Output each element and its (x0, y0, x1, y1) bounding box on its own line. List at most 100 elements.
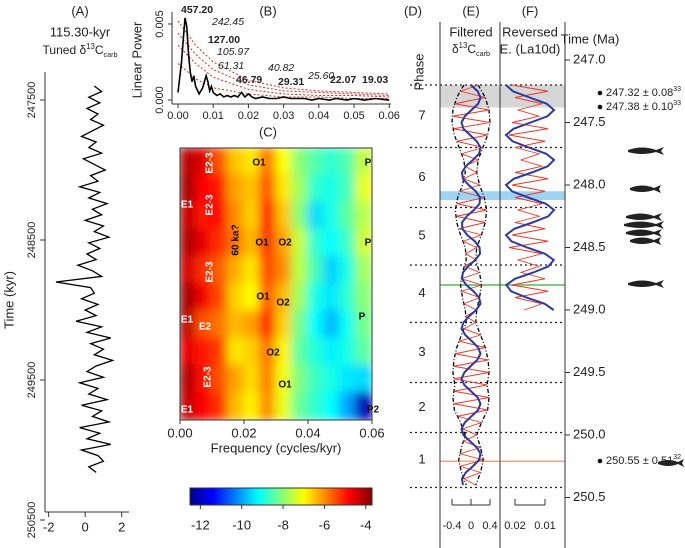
formula-sub: carb (103, 50, 117, 59)
panel-title: (D) (404, 3, 422, 18)
heat-cell (275, 391, 293, 420)
x-tick-label: 0.01 (534, 520, 555, 532)
y-tick-label: 249.5 (573, 364, 606, 379)
heat-cell (307, 283, 325, 313)
y-tick-label: 247.5 (573, 114, 606, 129)
fossils (624, 147, 684, 467)
y-tick-label: 250.0 (573, 426, 606, 441)
heat-cell (211, 310, 229, 340)
heat-cell (180, 337, 197, 367)
heat-cell (307, 174, 325, 204)
date-ref: 32 (673, 454, 681, 461)
peak-label: 29.31 (278, 76, 304, 88)
heat-cell (291, 174, 309, 204)
y-tick-label: 248.5 (573, 239, 606, 254)
heat-cell (211, 364, 229, 394)
filtered-line (460, 84, 482, 486)
formula-part: C (95, 43, 104, 57)
panel-title: (C) (259, 124, 277, 139)
x-tick-label: 0.00 (167, 425, 192, 440)
fossil-icon (626, 213, 662, 221)
y-tick-label: 250500 (26, 502, 38, 539)
heat-cell (275, 364, 293, 394)
heat-cell (291, 391, 309, 420)
peak-label: 40.82 (268, 62, 294, 74)
x-tick-label: 0.05 (343, 110, 364, 122)
heat-cell (275, 283, 293, 313)
heat-cell (243, 337, 261, 367)
spectrum-line (177, 17, 390, 101)
formula-label: Tuned δ13Ccarb (43, 42, 118, 60)
heat-cell (339, 391, 357, 420)
heatmap-label: E2-3 (203, 366, 214, 388)
heat-cell (259, 310, 277, 340)
heat-cell (307, 337, 325, 367)
heat-cell (259, 391, 277, 420)
heat-cell (355, 255, 372, 285)
x-tick-label: 0 (82, 519, 89, 534)
heatmap (180, 148, 372, 420)
x-tick-label: -2 (43, 519, 55, 534)
filtered-line (452, 84, 491, 486)
heat-cell (195, 391, 213, 420)
heat-cell (355, 391, 372, 420)
heat-cell (307, 148, 325, 177)
heat-cell (195, 201, 213, 231)
heat-cell (180, 201, 197, 231)
x-axis-label: Frequency (cycles/kyr) (211, 440, 342, 455)
phase-label: 3 (418, 344, 425, 359)
heatmap-label: O1 (255, 238, 269, 249)
heatmap-label: O1 (252, 158, 266, 169)
heat-cell (323, 148, 341, 177)
highlight-band (440, 191, 565, 200)
filtered-line (504, 84, 556, 311)
peak-label: 127.00 (208, 34, 240, 46)
date-dot (597, 104, 603, 110)
peak-label: 19.03 (362, 74, 388, 86)
y-axis-label: Time (kyr) (1, 271, 16, 329)
peak-label: 25.60 (307, 70, 334, 82)
heat-cell (339, 283, 357, 313)
x-tick-label: 0.02 (231, 425, 256, 440)
formula-part: Tuned δ (43, 43, 87, 57)
heat-cell (355, 364, 372, 394)
column-label: E. (La10d) (500, 41, 561, 56)
peak-label: 457.20 (181, 4, 213, 16)
heat-cell (180, 148, 197, 177)
y-axis-label: Phase (411, 54, 426, 91)
heat-cell (259, 201, 277, 231)
peak-label: 61.31 (218, 60, 244, 72)
fossil-icon (628, 280, 664, 288)
heat-cell (355, 174, 372, 204)
x-tick-label: 0.01 (202, 110, 223, 122)
heat-cell (211, 174, 229, 204)
subtitle: 115.30-kyr (50, 24, 111, 39)
heatmap-label: O1 (256, 292, 270, 303)
heatmap-label: P (365, 158, 372, 169)
phase-label: 5 (418, 228, 425, 243)
heat-cell (291, 283, 309, 313)
heat-cell (259, 228, 277, 258)
y-tick-label: 247500 (26, 82, 38, 119)
heat-cell (339, 148, 357, 177)
heatmap-label: E2-3 (205, 152, 216, 174)
date-ref: 33 (673, 100, 681, 107)
fossil-icon (630, 237, 661, 245)
heat-cell (195, 337, 213, 367)
heat-cell (323, 391, 341, 420)
heat-cell (291, 201, 309, 231)
peak-label: 46.79 (236, 74, 262, 86)
heat-cell (307, 201, 325, 231)
colorbar-tick-label: -10 (232, 517, 251, 532)
heat-cell (195, 310, 213, 340)
date-ref: 33 (673, 86, 681, 93)
heat-cell (180, 228, 197, 258)
heat-cell (339, 201, 357, 231)
heat-cell (227, 148, 245, 177)
heat-cell (259, 174, 277, 204)
heat-cell (291, 337, 309, 367)
heat-cell (243, 283, 261, 313)
heat-cell (227, 283, 245, 313)
heat-cell (339, 255, 357, 285)
